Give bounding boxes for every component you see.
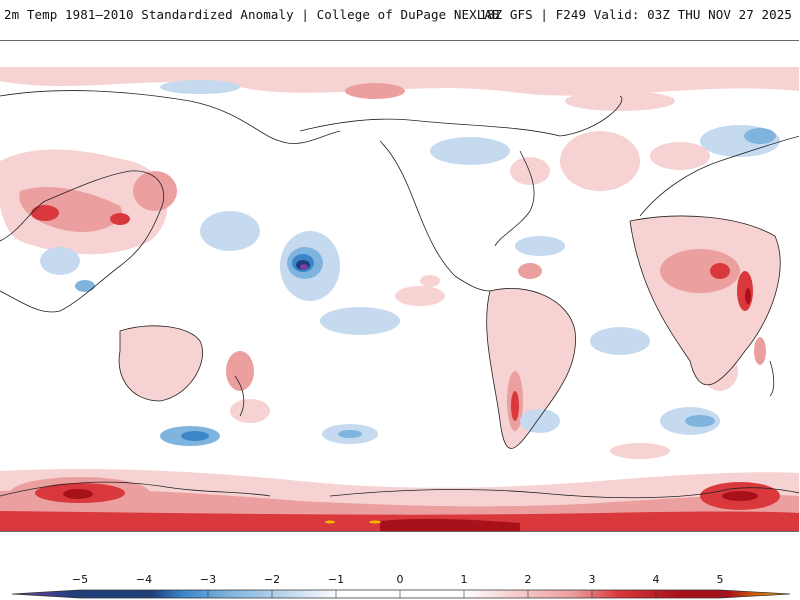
map-panel[interactable] — [0, 40, 799, 532]
anomaly-africa — [630, 125, 781, 391]
colorbar: −5 −4 −3 −2 −1 0 1 2 3 4 5 — [0, 568, 800, 600]
anomaly-antarctica — [0, 469, 799, 531]
colorbar-label-neg3: −3 — [199, 573, 217, 586]
colorbar-label-3: 3 — [588, 573, 596, 586]
colorbar-label-neg4: −4 — [135, 573, 153, 586]
colorbar-ticks — [79, 590, 721, 598]
anomaly-asia — [0, 149, 260, 292]
anomaly-north-america — [378, 136, 565, 287]
colorbar-label-4: 4 — [652, 573, 660, 586]
colorbar-label-0: 0 — [396, 573, 404, 586]
colorbar-label-1: 1 — [460, 573, 468, 586]
anomaly-australia — [119, 325, 378, 446]
colorbar-label-2: 2 — [524, 573, 532, 586]
anomaly-south-america — [486, 263, 576, 449]
anomaly-atlantic — [510, 131, 720, 459]
colorbar-label-neg5: −5 — [71, 573, 89, 586]
coastlines — [0, 90, 799, 499]
anomaly-pacific-cold — [280, 231, 445, 335]
run-info: 18Z GFS | F249 Valid: 03Z THU NOV 27 202… — [479, 7, 792, 22]
colorbar-ramp — [11, 589, 791, 599]
anomaly-north-band — [0, 67, 799, 111]
header: 2m Temp 1981–2010 Standardized Anomaly |… — [0, 0, 800, 40]
colorbar-label-neg2: −2 — [263, 573, 281, 586]
colorbar-label-5: 5 — [716, 573, 724, 586]
colorbar-label-neg1: −1 — [327, 573, 345, 586]
map-title: 2m Temp 1981–2010 Standardized Anomaly |… — [4, 7, 500, 22]
